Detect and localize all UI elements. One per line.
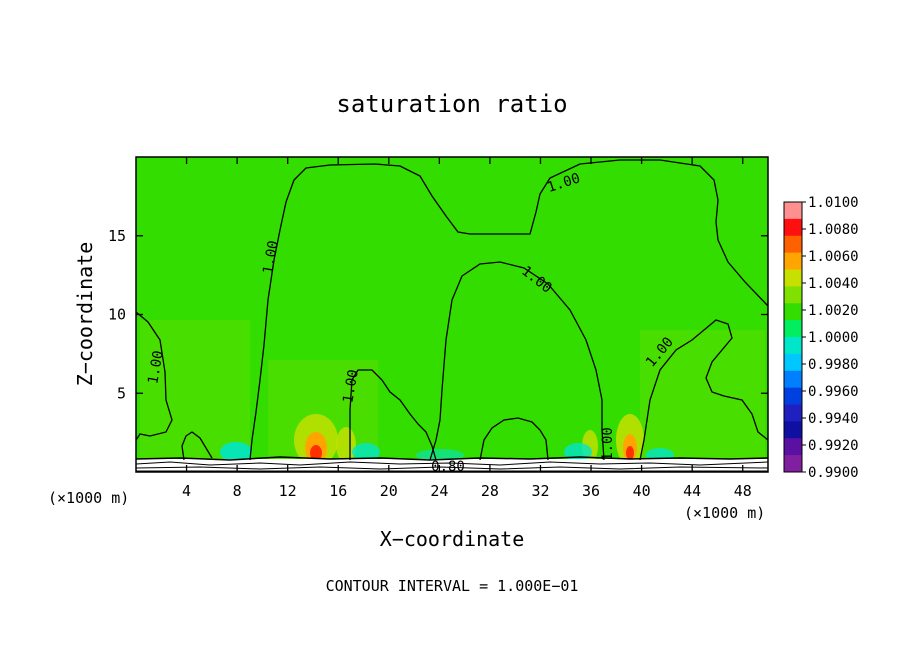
x-tick-label: 20 (380, 482, 398, 500)
colorbar-swatch (784, 404, 802, 422)
y-axis: 5 10 15 (108, 227, 768, 402)
chart-title: saturation ratio (336, 90, 567, 118)
x-tick-label: 8 (233, 482, 242, 500)
contour-line-left (135, 311, 173, 441)
colorbar-swatch (784, 337, 802, 355)
colorbar-label: 1.0060 (808, 249, 859, 265)
x-tick-label: 32 (531, 482, 549, 500)
colorbar-swatch (784, 303, 802, 321)
colorbar-swatch (784, 370, 802, 389)
x-unit-right: (×1000 m) (684, 504, 765, 522)
contour-line-right-bump (639, 319, 769, 461)
contour-label: 1.00 (340, 368, 362, 404)
contour-label: 1.00 (260, 239, 282, 275)
colorbar-label: 1.0020 (808, 303, 859, 319)
colorbar-swatch (784, 286, 802, 304)
colorbar-swatch (784, 438, 802, 456)
colorbar-swatch (784, 269, 802, 287)
contour-lines (135, 159, 769, 461)
x-tick-label: 12 (279, 482, 297, 500)
colorbar-label: 0.9960 (808, 384, 859, 400)
x-tick-label: 40 (633, 482, 651, 500)
colorbar-swatch (784, 202, 802, 220)
contour-line-dome (429, 261, 605, 461)
colorbar-swatch (784, 455, 802, 473)
x-tick-label: 28 (481, 482, 499, 500)
surface-contour-2 (135, 461, 769, 466)
colorbar-swatch (784, 235, 802, 254)
colorbar-label: 1.0100 (808, 195, 859, 211)
colorbar-swatch (784, 252, 802, 270)
contour-labels: 1.00 1.00 1.00 1.00 1.00 1.00 1.00 0.80 (145, 170, 677, 475)
contour-line-mid-cloud (349, 369, 437, 461)
x-unit-left: (×1000 m) (48, 489, 129, 507)
x-tick-label: 16 (329, 482, 347, 500)
field-patches (140, 320, 765, 466)
x-tick-label: 48 (734, 482, 752, 500)
x-tick-label: 44 (683, 482, 701, 500)
colorbar-label: 1.0040 (808, 276, 859, 292)
y-axis-label: Z−coordinate (73, 242, 97, 387)
surface-contour-1 (135, 456, 769, 461)
colorbar-label: 1.0080 (808, 222, 859, 238)
contour-line-cloud-2 (479, 417, 549, 461)
patch-cyan-3 (564, 443, 592, 461)
colorbar-swatch (784, 218, 802, 237)
colorbar-label: 0.9920 (808, 438, 859, 454)
patch-yellow-2 (336, 427, 356, 463)
x-axis-label: X−coordinate (380, 527, 525, 551)
colorbar-label: 0.9900 (808, 465, 859, 481)
x-tick-label: 36 (582, 482, 600, 500)
contour-label: 1.00 (145, 349, 167, 385)
contour-interval-note: CONTOUR INTERVAL = 1.000E−01 (326, 577, 579, 595)
x-tick-label: 24 (430, 482, 448, 500)
patch-cyan-1 (220, 442, 252, 462)
y-tick-label: 15 (108, 227, 126, 245)
colorbar-label: 0.9940 (808, 411, 859, 427)
colorbar-label: 1.0000 (808, 330, 859, 346)
colorbar-swatch (784, 353, 802, 372)
colorbar-swatch (784, 320, 802, 338)
x-axis: 4 8 12 16 20 24 28 32 36 40 44 48 (182, 157, 752, 500)
patch-cyan-5 (416, 449, 464, 461)
y-tick-label: 10 (108, 306, 126, 324)
colorbar-label: 0.9980 (808, 357, 859, 373)
colorbar-swatch (784, 421, 802, 439)
contour-line-top (249, 159, 769, 461)
contour-label: 1.00 (600, 427, 616, 461)
patch-red-2 (626, 446, 634, 460)
patch-cyan-2 (352, 443, 380, 461)
colorbar-swatch (784, 387, 802, 405)
contour-line-cloud-3 (181, 431, 213, 461)
x-tick-label: 4 (182, 482, 191, 500)
plot-area: 1.00 1.00 1.00 1.00 1.00 1.00 1.00 0.80 (135, 156, 769, 475)
patch-right-light (640, 330, 765, 460)
y-tick-label: 5 (117, 384, 126, 402)
patch-red-1 (310, 445, 322, 461)
colorbar: 1.0100 1.0080 1.0060 1.0040 1.0020 1.0000 0.99… (783, 195, 859, 481)
patch-left-light (140, 320, 250, 460)
